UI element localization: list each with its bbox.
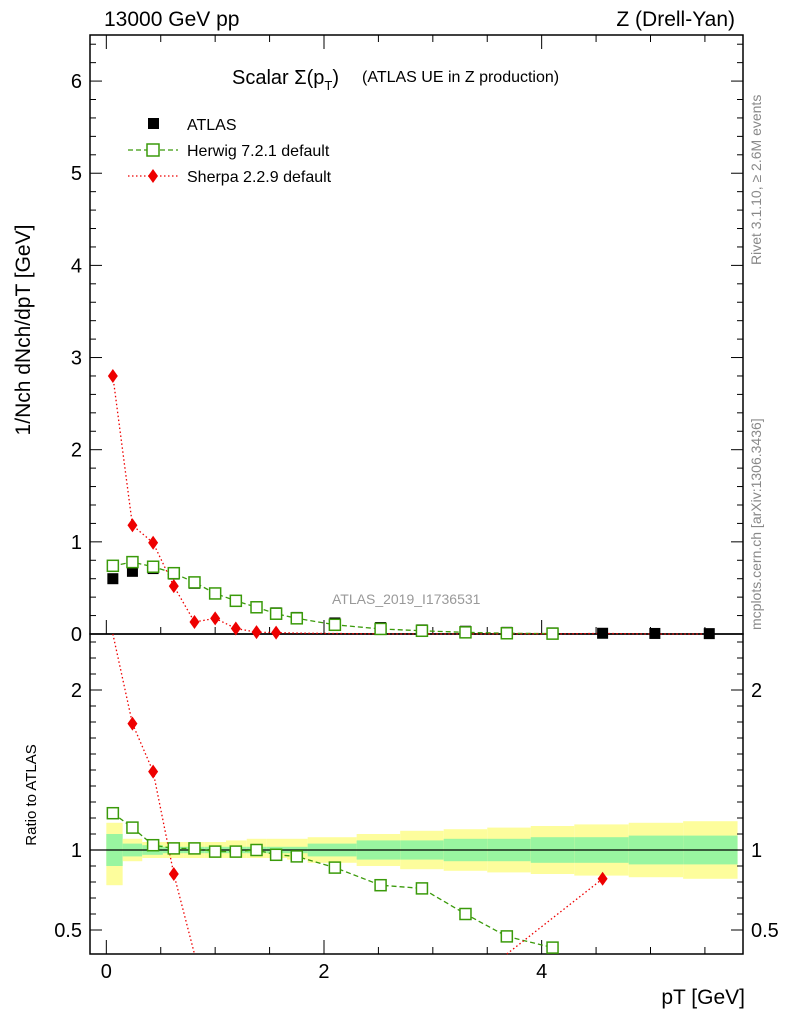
main-sherpa-point [127,518,138,533]
main-herwig-point [328,618,342,632]
ratio-herwig-point [229,845,243,858]
main-herwig-line [112,561,553,635]
ratio-herwig-point [106,806,120,820]
main-y-tick-label: 5 [71,163,82,185]
ratio-herwig-point [167,842,181,855]
main-herwig-point [106,559,120,573]
main-atlas-point [703,628,715,640]
ratio-herwig-point [126,821,139,834]
x-axis-label: pT [GeV] [661,986,745,1009]
plot-title-close: ) [332,67,339,89]
rivet-label: Rivet 3.1.10, ≥ 2.6M events [748,95,764,265]
ratio-sherpa-line [112,633,196,955]
ratio-sherpa-point [168,867,179,881]
x-tick-label: 4 [536,961,547,983]
plot-title-sub: T [324,78,332,93]
main-y-tick-label: 3 [71,348,82,370]
main-atlas-point [107,573,119,585]
mcplots-label: mcplots.cern.ch [arXiv:1306.3436] [748,418,764,630]
ratio-herwig-point [328,861,342,874]
main-y-tick-label: 1 [71,532,82,554]
ratio-uncertainty-band [106,821,738,886]
x-tick-label: 0 [101,961,112,983]
main-y-tick-label: 0 [71,624,82,646]
main-herwig-point [146,560,160,573]
ratio-panel-frame [89,633,744,955]
main-herwig-point [250,601,263,614]
main-y-tick-label: 4 [71,255,82,277]
ratio-y-tick-label: 1 [71,840,82,862]
ratio-y-tick-label: 2 [71,680,82,702]
main-herwig-point [290,612,304,625]
ratio-herwig-point [290,850,304,863]
main-herwig-point [459,626,472,639]
analysis-watermark: ATLAS_2019_I1736531 [332,591,481,607]
legend-herwig-marker [146,143,160,157]
ratio-herwig-point [500,930,514,943]
main-herwig-point [188,576,201,589]
ratio-herwig-point [459,907,472,921]
main-sherpa-point [271,625,282,640]
main-sherpa-point [107,368,118,383]
ratio-y-tick-label: 0.5 [54,920,82,942]
process-label: Z (Drell-Yan) [616,8,735,31]
ratio-herwig-point [546,941,559,954]
main-sherpa-point [210,611,221,626]
energy-label: 13000 GeV pp [104,8,239,31]
main-atlas-point [597,627,609,639]
legend-sherpa-marker [148,169,158,183]
ratio-herwig-point [208,845,222,858]
ratio-herwig-point [415,882,429,895]
main-sherpa-point [168,579,179,594]
ratio-herwig-point [250,843,263,857]
ratio-y-tick-label-right: 2 [751,680,762,702]
ratio-herwig-point [269,848,283,862]
main-atlas-point [649,627,661,639]
ratio-sherpa-point [127,716,138,731]
legend-atlas-marker [148,118,159,129]
ratio-y-axis-label: Ratio to ATLAS [23,744,40,845]
main-sherpa-point [230,621,241,636]
main-herwig-point [167,566,181,580]
plot-title: Scalar Σ(pT) [232,67,339,93]
axes: 0 1 2 3 4 5 6 0.5 0.5 1 1 2 2 0 2 4 [54,35,779,983]
main-herwig-point [269,607,283,620]
main-herwig-point [229,594,243,608]
main-herwig-point [126,555,139,569]
main-atlas-point [126,565,138,577]
main-sherpa-point [148,535,159,550]
ratio-herwig-point [146,838,160,852]
main-herwig-point [208,587,222,600]
series [106,368,715,955]
ratio-herwig-point [374,878,387,892]
x-tick-label: 2 [318,961,329,983]
main-sherpa-point [189,615,200,630]
plot-subtitle: (ATLAS UE in Z production) [362,69,559,86]
main-herwig-point [500,627,514,640]
main-y-tick-label: 6 [71,71,82,93]
ratio-sherpa-point [597,871,608,886]
ratio-y-tick-label-right: 0.5 [751,920,779,942]
main-y-axis-label: 1/Nch dNch/dpT [GeV] [12,225,35,436]
main-herwig-point [374,622,387,636]
main-y-tick-label: 2 [71,440,82,462]
ratio-sherpa-point [148,764,159,779]
main-herwig-point [415,624,429,638]
main-herwig-point [546,627,559,640]
legend-herwig-label: Herwig 7.2.1 default [187,143,330,160]
legend-sherpa-label: Sherpa 2.2.9 default [187,169,332,186]
ratio-y-tick-label-right: 1 [751,840,762,862]
ratio-sherpa-line [506,878,604,955]
ratio-herwig-point [188,842,201,855]
main-sherpa-point [251,625,262,640]
legend-atlas-label: ATLAS [187,117,237,134]
plot-title-main: Scalar Σ(p [232,67,324,89]
legend: ATLAS Herwig 7.2.1 default Sherpa 2.2.9 … [128,117,332,186]
